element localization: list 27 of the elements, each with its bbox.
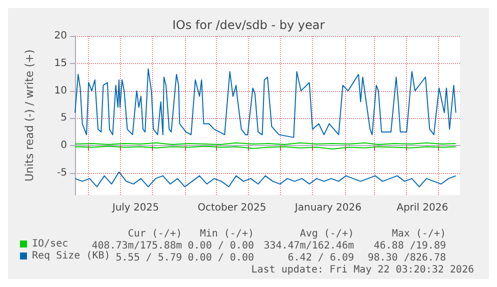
y-tick-label: -5 — [57, 168, 67, 179]
text: 46.88 /19.89 — [374, 240, 446, 252]
text: 0.00 / 0.00 — [188, 240, 254, 252]
text: 98.30 /826.78 — [368, 252, 446, 264]
text: Cur (-/+) — [128, 228, 182, 240]
text: 5.55 / 5.79 — [116, 252, 182, 264]
text: 334.47m/162.46m — [264, 240, 354, 252]
y-tick-label: 20 — [54, 30, 67, 42]
text: 408.73m/175.88m — [92, 240, 182, 252]
text: Last update: Fri May 22 03:20:32 2026 — [251, 264, 474, 276]
y-tick-label: 15 — [54, 58, 67, 69]
x-tick-label: April 2026 — [396, 202, 448, 214]
y-axis-title: Units read (-) / write (+) — [23, 49, 36, 182]
text: 6.42 / 6.09 — [288, 252, 354, 264]
y-tick-label: 5 — [60, 112, 67, 124]
legend-label: Req Size (KB) — [32, 250, 110, 262]
text: Max (-/+) — [392, 228, 446, 240]
x-tick-label: January 2026 — [294, 202, 362, 214]
text: 0.00 / 0.00 — [188, 252, 254, 264]
y-tick-label: 10 — [54, 85, 67, 96]
text: Avg (-/+) — [300, 228, 354, 240]
legend-label: IO/sec — [32, 238, 68, 250]
x-tick-label: October 2025 — [198, 202, 266, 214]
y-tick-label: 0 — [60, 140, 67, 152]
text: Min (-/+) — [200, 228, 254, 240]
chart-title: IOs for /dev/sdb - by year — [172, 18, 325, 32]
x-tick-label: July 2025 — [111, 202, 159, 214]
